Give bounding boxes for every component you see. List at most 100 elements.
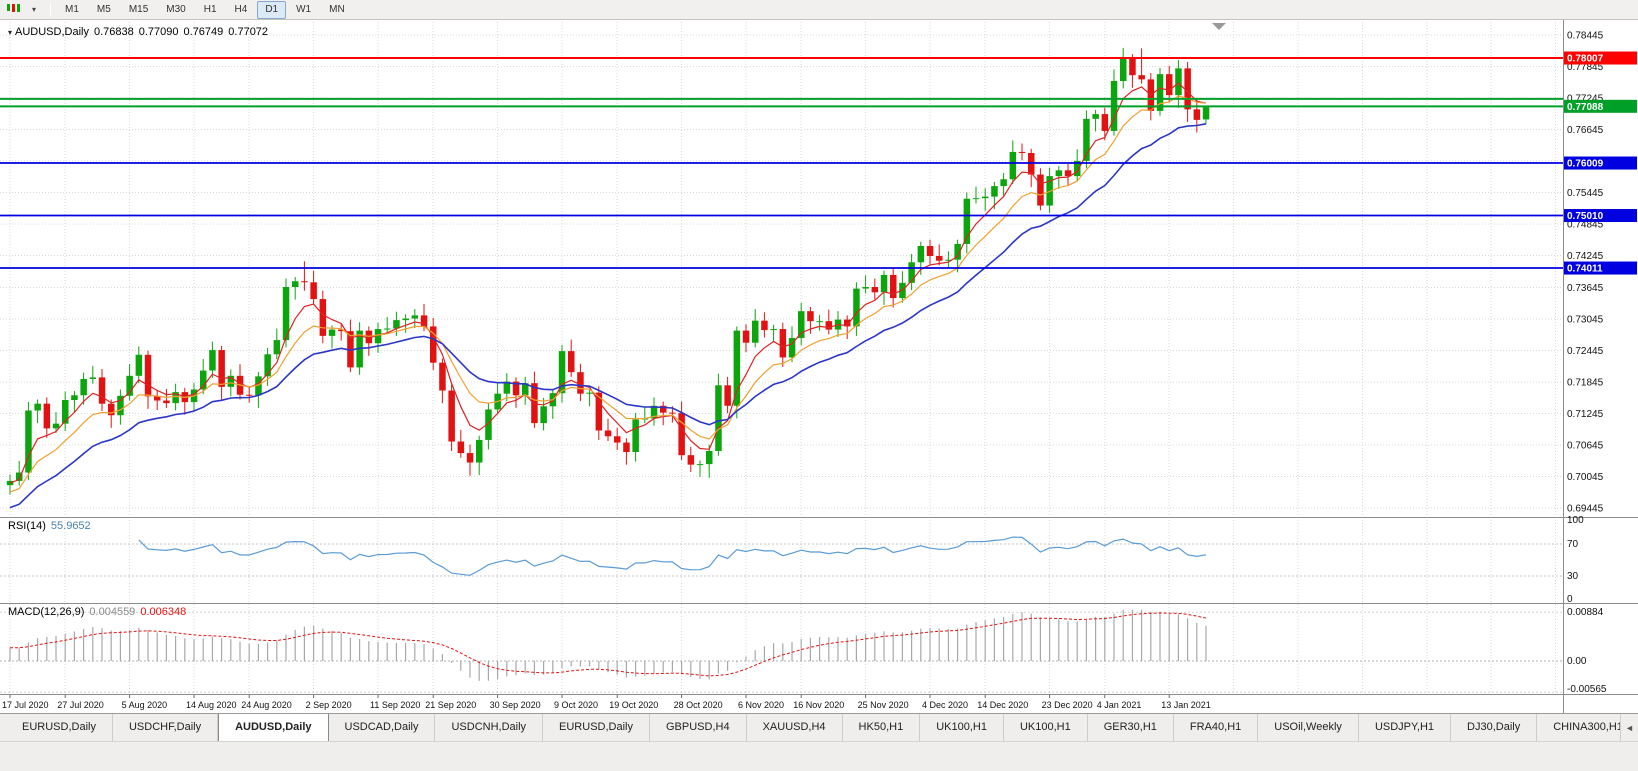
quote-low: 0.76749: [183, 26, 224, 38]
macd-signal-line: [10, 612, 1207, 677]
svg-text:0.71245: 0.71245: [1567, 409, 1604, 420]
rsi-indicator-label: RSI(14) 55.9652: [8, 520, 96, 532]
rsi-line: [138, 536, 1207, 576]
quote-high: 0.77090: [138, 26, 179, 38]
quote-open: 0.76838: [93, 26, 134, 38]
price-badge-0.77088: [1564, 99, 1637, 113]
chart-shift-marker: [1212, 23, 1226, 30]
chart-tabs: EURUSD,Daily USDCHF,Daily AUDUSD,Daily USDC…: [6, 714, 1620, 741]
tab-gbpusd-h4[interactable]: GBPUSD,H4: [650, 714, 747, 741]
tab-dj30-daily[interactable]: DJ30,Daily: [1451, 714, 1538, 741]
svg-text:70: 70: [1567, 539, 1579, 550]
svg-text:14 Dec 2020: 14 Dec 2020: [977, 700, 1028, 710]
macd-indicator-label: MACD(12,26,9) 0.004559 0.006348: [8, 606, 191, 618]
timeframe-button-h4[interactable]: H4: [234, 3, 248, 15]
quote-close: 0.77072: [228, 26, 269, 38]
svg-text:0.77088: 0.77088: [1567, 102, 1604, 113]
tab-china300-h1[interactable]: CHINA300,H1: [1537, 714, 1620, 741]
rsi-name: RSI(14): [8, 520, 46, 532]
tab-uk100-h1[interactable]: UK100,H1: [920, 714, 1004, 741]
price-badge-0.78007: [1564, 51, 1637, 65]
price-badge-0.75010: [1564, 209, 1637, 223]
svg-text:0.72445: 0.72445: [1567, 346, 1604, 357]
chart-type-dropdown-icon[interactable]: ▾: [31, 5, 36, 14]
candlestick-chart-icon: [6, 4, 20, 15]
svg-text:11 Sep 2020: 11 Sep 2020: [370, 700, 420, 710]
svg-text:0.78007: 0.78007: [1567, 54, 1604, 65]
timeframe-button-mn[interactable]: MN: [329, 3, 345, 15]
tab-xauusd-h4[interactable]: XAUUSD,H4: [747, 714, 843, 741]
svg-text:0.77845: 0.77845: [1567, 62, 1604, 73]
timeframe-button-d1[interactable]: D1: [257, 0, 287, 19]
chart-tabs-bar: EURUSD,Daily USDCHF,Daily AUDUSD,Daily USDC…: [0, 713, 1638, 741]
macd-main-value: 0.004559: [89, 606, 136, 618]
tab-eurusd-daily[interactable]: EURUSD,Daily: [6, 714, 113, 741]
svg-text:28 Oct 2020: 28 Oct 2020: [674, 700, 723, 710]
svg-text:5 Aug 2020: 5 Aug 2020: [122, 700, 168, 710]
ma-line-20: [9, 123, 1207, 509]
chart-area[interactable]: 17 Jul 2020 27 Jul 2020 5 Aug 2020 14 Aug 2…: [0, 20, 1638, 713]
svg-text:16 Nov 2020: 16 Nov 2020: [793, 700, 844, 710]
svg-text:4 Dec 2020: 4 Dec 2020: [922, 700, 968, 710]
timeframe-button-m5[interactable]: M5: [96, 3, 111, 15]
svg-text:21 Sep 2020: 21 Sep 2020: [425, 700, 476, 710]
timeframe-buttons: M1 M5 M15 M30 H1 H4 D1 W1 MN: [56, 0, 354, 19]
svg-text:2 Sep 2020: 2 Sep 2020: [306, 700, 352, 710]
svg-text:0.73645: 0.73645: [1567, 283, 1604, 294]
svg-text:0.74245: 0.74245: [1567, 251, 1604, 262]
svg-text:0.74011: 0.74011: [1567, 264, 1603, 275]
candles-layer: [6, 47, 1210, 495]
tab-usoil-weekly[interactable]: USOil,Weekly: [1258, 714, 1359, 741]
svg-text:27 Jul 2020: 27 Jul 2020: [57, 700, 104, 710]
tab-usdcad-daily[interactable]: USDCAD,Daily: [329, 714, 436, 741]
svg-text:0.77245: 0.77245: [1567, 94, 1604, 105]
svg-text:-0.00565: -0.00565: [1567, 684, 1607, 695]
timeframe-button-h1[interactable]: H1: [203, 3, 217, 15]
tab-usdjpy-h1[interactable]: USDJPY,H1: [1359, 714, 1452, 741]
svg-text:30 Sep 2020: 30 Sep 2020: [490, 700, 541, 710]
svg-text:9 Oct 2020: 9 Oct 2020: [554, 700, 598, 710]
tab-uk100-h1[interactable]: UK100,H1: [1004, 714, 1088, 741]
tab-audusd-daily[interactable]: AUDUSD,Daily: [218, 714, 329, 741]
chart-type-icon[interactable]: [3, 2, 23, 18]
svg-text:30: 30: [1567, 571, 1579, 582]
svg-text:0.73045: 0.73045: [1567, 314, 1604, 325]
svg-text:0.75010: 0.75010: [1567, 211, 1604, 222]
svg-text:17 Jul 2020: 17 Jul 2020: [2, 700, 49, 710]
ma-line-10: [9, 95, 1207, 493]
tab-ger30-h1[interactable]: GER30,H1: [1088, 714, 1174, 741]
tab-usdcnh-daily[interactable]: USDCNH,Daily: [435, 714, 544, 741]
svg-text:0.00: 0.00: [1567, 656, 1587, 667]
tab-scroll-left-icon[interactable]: ◄: [1620, 714, 1638, 741]
svg-text:24 Aug 2020: 24 Aug 2020: [241, 700, 292, 710]
grid-layer: [0, 22, 1563, 694]
svg-text:0: 0: [1567, 594, 1573, 605]
tab-eurusd-daily[interactable]: EURUSD,Daily: [543, 714, 650, 741]
timeframe-button-m30[interactable]: M30: [166, 3, 186, 15]
svg-text:19 Oct 2020: 19 Oct 2020: [609, 700, 658, 710]
timeframe-button-m15[interactable]: M15: [128, 3, 149, 15]
price-badge-0.74011: [1564, 261, 1637, 275]
svg-text:0.75445: 0.75445: [1567, 188, 1604, 199]
svg-text:0.69445: 0.69445: [1567, 504, 1604, 515]
toolbar: ▾ M1 M5 M15 M30 H1 H4 D1 W1 MN: [0, 0, 1638, 20]
date-axis-labels: 17 Jul 2020 27 Jul 2020 5 Aug 2020 14 Aug 2…: [2, 694, 1211, 710]
chart-canvas[interactable]: 17 Jul 2020 27 Jul 2020 5 Aug 2020 14 Aug 2…: [0, 20, 1638, 713]
svg-text:0.74845: 0.74845: [1567, 220, 1604, 231]
symbol-marker-icon: ▾: [8, 28, 13, 37]
chart-symbol-label: AUDUSD,Daily: [15, 26, 89, 38]
svg-text:0.70645: 0.70645: [1567, 440, 1604, 451]
timeframe-button-m1[interactable]: M1: [65, 3, 79, 15]
tab-hk50-h1[interactable]: HK50,H1: [843, 714, 921, 741]
tab-fra40-h1[interactable]: FRA40,H1: [1174, 714, 1259, 741]
macd-name: MACD(12,26,9): [8, 606, 85, 618]
toolbar-separator: [50, 2, 51, 17]
svg-text:0.70045: 0.70045: [1567, 472, 1604, 483]
svg-text:14 Aug 2020: 14 Aug 2020: [186, 700, 237, 710]
svg-text:0.78445: 0.78445: [1567, 31, 1604, 42]
timeframe-button-w1[interactable]: W1: [296, 3, 312, 15]
status-bar: [0, 741, 1638, 771]
macd-histogram: [9, 609, 1207, 681]
tab-usdchf-daily[interactable]: USDCHF,Daily: [113, 714, 219, 741]
svg-text:0.00884: 0.00884: [1567, 607, 1604, 618]
